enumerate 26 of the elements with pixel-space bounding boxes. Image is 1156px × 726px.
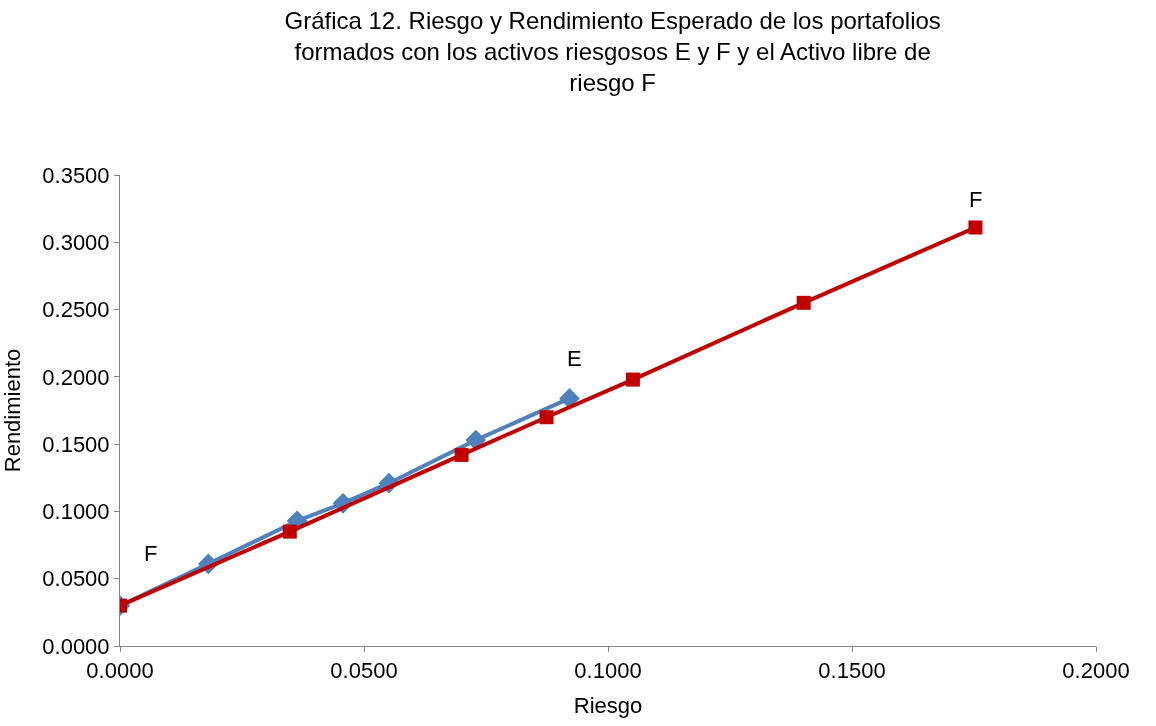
point [282,524,297,539]
y-tick-label: 0.2500 [42,297,110,323]
x-tick-label: 0.0000 [86,658,154,684]
x-axis-title: Riesgo [573,693,643,719]
x-tick-label: 0.2000 [1062,658,1130,684]
y-tick-label: 0.0500 [42,566,110,592]
annotation: F [969,187,983,212]
annotation: E [567,346,582,371]
point [968,220,983,235]
point [796,295,811,310]
x-tick-label: 0.0500 [330,658,398,684]
y-tick-label: 0.3500 [42,162,110,188]
y-tick-label: 0.2000 [42,364,110,390]
annotation: F [144,541,158,566]
y-tick-label: 0.3000 [42,229,110,255]
point [559,387,580,409]
y-tick-label: 0.1500 [42,431,110,457]
chart-title: Gráfica 12. Riesgo y Rendimiento Esperado de los portafolios formados con los activos riesgosos E y F y el Activo libre de riesgo F [284,6,941,97]
y-tick-label: 0.1000 [42,499,110,525]
x-tick-label: 0.1000 [574,658,642,684]
y-tick-label: 0.0000 [42,633,110,659]
point [625,372,640,387]
point [539,410,554,425]
point [454,447,469,462]
y-axis-title: Rendimiento [0,348,26,473]
x-tick-label: 0.1500 [818,658,886,684]
